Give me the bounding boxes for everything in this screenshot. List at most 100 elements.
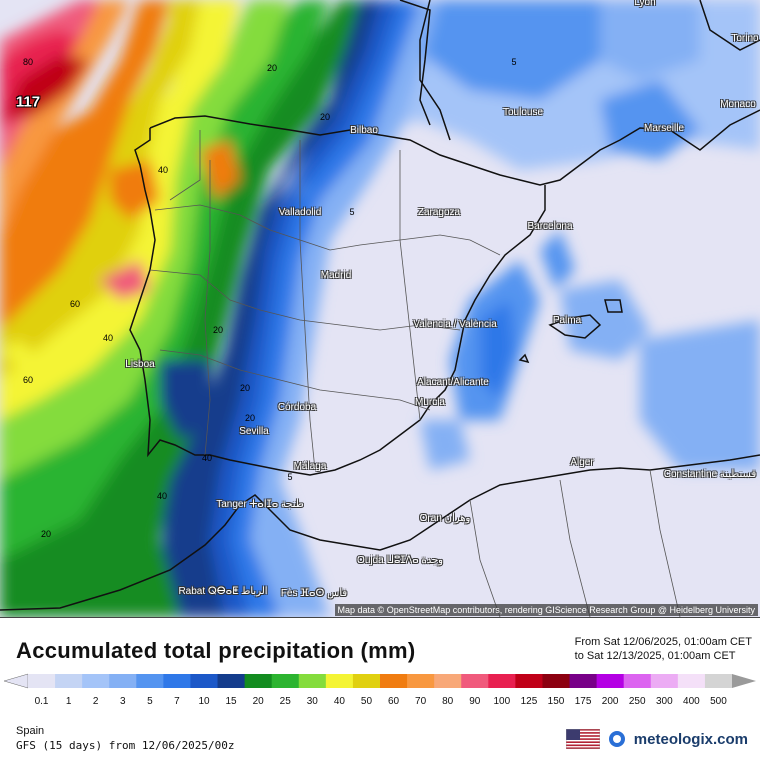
scale-tick-label: 60 [387,696,400,707]
time-range: From Sat 12/06/2025, 01:00am CET to Sat … [575,635,752,663]
scale-swatch [488,674,516,688]
scale-swatch [136,674,164,688]
scale-tick-label: 100 [493,696,511,707]
scale-tick-label: 30 [306,696,318,707]
city-label[interactable]: Lyon [634,0,656,8]
scale-tick-label: 400 [683,696,700,707]
scale-swatch [244,674,273,688]
legend-footer: Accumulated total precipitation (mm) Fro… [0,618,760,760]
contour-label: 5 [287,472,293,482]
time-from: From Sat 12/06/2025, 01:00am CET [574,636,752,648]
city-label[interactable]: Constantine قسنطينة [663,469,757,480]
city-label[interactable]: Bilbao [350,125,378,136]
scale-swatch [82,674,110,688]
city-label[interactable]: Valencia / València [413,319,497,330]
city-label[interactable]: Zaragoza [417,207,461,218]
scale-tick-label: 40 [333,696,345,707]
scale-swatch [650,674,679,688]
scale-max-arrow [732,674,756,688]
city-label[interactable]: Tanger ⵜⴰⵏⵊⴰ طنجة [216,499,304,510]
contour-label: 80 [22,57,34,67]
city-label[interactable]: Oujda ⵡⵓⵊⴷⴰ وجدة [357,555,443,566]
scale-tick-label: 10 [198,696,210,707]
contour-label: 20 [212,325,224,335]
contour-label: 40 [156,491,168,501]
city-label[interactable]: Rabat ⵕⴱⴰⵟ الرباط [178,586,268,597]
scale-swatch [704,674,733,688]
meteologix-logo-icon [608,731,625,747]
scale-tick-label: 25 [279,696,291,707]
contour-label: 5 [349,207,355,217]
model-run-label: GFS (15 days) from 12/06/2025/00z [16,739,235,752]
contour-label: 20 [266,63,278,73]
scale-swatch [515,674,543,688]
scale-swatch [569,674,598,688]
scale-tick-label: 2 [92,696,99,707]
color-scale-labels: 0.1 1 2 3 5 7 10 15 20 25 30 40 50 60 70 80 90 100 125 150 1… [0,696,760,710]
scale-tick-label: 50 [360,696,373,707]
city-label[interactable]: Toulouse [502,107,544,118]
contour-label: 60 [22,375,34,385]
city-label[interactable]: Lisboa [125,359,155,370]
city-label[interactable]: Málaga [293,461,327,472]
scale-swatch [298,674,327,688]
city-label[interactable]: Fès ⴼⴰⵙ فاس [280,588,348,599]
scale-tick-label: 5 [147,696,153,707]
scale-swatch [677,674,706,688]
city-label[interactable]: Valladolid [278,207,322,218]
contour-label: 20 [319,112,331,122]
contour-label: 20 [239,383,251,393]
scale-swatch [217,674,246,688]
scale-tick-label: 150 [547,696,565,707]
city-label[interactable]: Oran وهران [419,513,471,524]
scale-tick-label: 500 [710,696,727,707]
scale-swatch [380,674,408,688]
city-label[interactable]: Córdoba [277,402,317,413]
color-scale-bar [4,673,756,689]
city-label[interactable]: Monaco [720,99,756,110]
city-label[interactable]: Sevilla [239,426,269,437]
scale-tick-label: 1 [65,696,72,707]
region-label: Spain [16,725,45,737]
scale-swatch [352,674,381,688]
scale-tick-label: 15 [225,696,237,707]
legend-title: Accumulated total precipitation (mm) [16,638,416,663]
max-value-label: 117 [15,93,41,111]
scale-swatch [434,674,462,688]
city-label[interactable]: Marseille [643,123,685,134]
city-label[interactable]: Alacant/Alicante [417,377,489,388]
scale-swatch [28,674,56,688]
contour-label: 20 [40,529,52,539]
city-label[interactable]: Torino [731,33,759,44]
precipitation-map[interactable]: Lyon Torino Monaco Bilbao Toulouse Marseille V… [0,0,760,618]
admin-borders [149,130,681,617]
contour-label: 60 [69,299,81,309]
city-label[interactable]: Alger [570,457,594,468]
scale-swatch [190,674,219,688]
city-label[interactable]: Madrid [320,270,352,281]
brand-name[interactable]: meteologix.com [633,730,748,748]
scale-swatch [163,674,191,688]
scale-tick-label: 200 [601,696,619,707]
scale-tick-label: 250 [628,696,646,707]
scale-swatch [325,674,354,688]
city-label[interactable]: Palma [552,315,582,326]
scale-swatch [407,674,435,688]
contour-label: 40 [102,333,114,343]
scale-tick-label: 0.1 [34,696,49,707]
scale-swatch [109,674,137,688]
contour-label: 5 [511,57,517,67]
us-flag-icon[interactable] [565,729,600,749]
brand[interactable]: meteologix.com [565,729,748,749]
map-attribution[interactable]: Map data © OpenStreetMap contributors, r… [334,604,758,616]
precipitation-field [0,0,760,617]
time-to: to Sat 12/13/2025, 01:00am CET [574,650,736,662]
scale-tick-label: 20 [252,696,264,707]
scale-swatch [623,674,652,688]
scale-tick-label: 7 [174,696,180,707]
city-label[interactable]: Murcia [414,397,446,408]
city-label[interactable]: Barcelona [527,221,573,232]
scale-tick-label: 175 [574,696,592,707]
map-canvas [0,0,760,617]
